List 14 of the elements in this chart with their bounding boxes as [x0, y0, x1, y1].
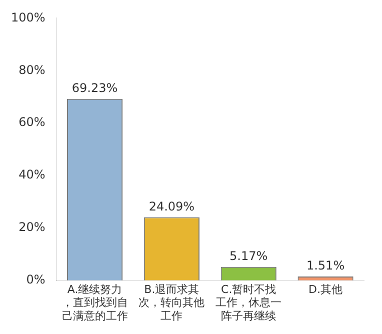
y-tick-label: 40% [18, 168, 46, 182]
data-label: 5.17% [230, 248, 268, 263]
y-tick-label: 0% [26, 272, 46, 287]
x-tick-label: B.退而求其次，转向其他工作 [138, 282, 205, 322]
data-label: 24.09% [148, 199, 195, 214]
y-tick-label: 60% [18, 115, 46, 130]
data-label: 1.51% [306, 258, 345, 273]
y-tick-label: 80% [18, 62, 46, 77]
x-tick-label: C.暂时不找工作，休息一阵子再继续 [216, 282, 282, 322]
y-tick-label: 100% [10, 10, 46, 24]
data-label: 69.23% [72, 81, 118, 96]
x-tick-label: D.其他 [308, 282, 343, 296]
y-tick-label: 20% [18, 220, 46, 234]
x-tick-label: A.继续努力，直到找到自己满意的工作 [62, 282, 128, 322]
